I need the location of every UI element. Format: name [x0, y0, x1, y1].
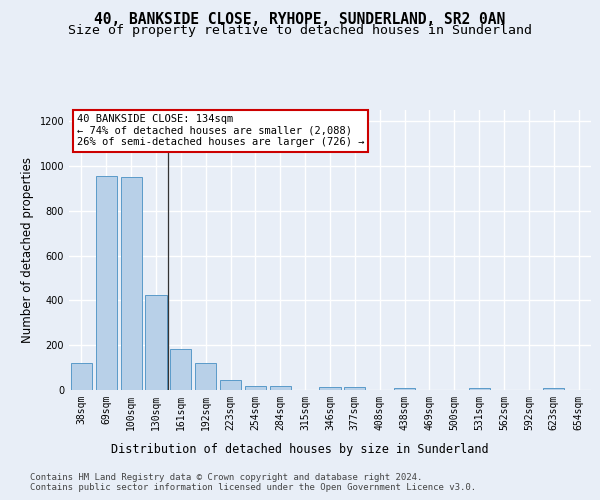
- Bar: [270, 386, 291, 390]
- Text: Size of property relative to detached houses in Sunderland: Size of property relative to detached ho…: [68, 24, 532, 37]
- Bar: [220, 380, 241, 390]
- Text: Contains HM Land Registry data © Crown copyright and database right 2024.
Contai: Contains HM Land Registry data © Crown c…: [30, 472, 476, 492]
- Bar: [245, 386, 266, 390]
- Bar: [121, 177, 142, 390]
- Bar: [96, 176, 117, 390]
- Bar: [145, 295, 167, 390]
- Text: 40, BANKSIDE CLOSE, RYHOPE, SUNDERLAND, SR2 0AN: 40, BANKSIDE CLOSE, RYHOPE, SUNDERLAND, …: [94, 12, 506, 28]
- Bar: [469, 388, 490, 390]
- Bar: [394, 388, 415, 390]
- Text: Distribution of detached houses by size in Sunderland: Distribution of detached houses by size …: [111, 442, 489, 456]
- Bar: [195, 363, 216, 390]
- Bar: [71, 363, 92, 390]
- Text: 40 BANKSIDE CLOSE: 134sqm
← 74% of detached houses are smaller (2,088)
26% of se: 40 BANKSIDE CLOSE: 134sqm ← 74% of detac…: [77, 114, 364, 148]
- Bar: [344, 386, 365, 390]
- Bar: [319, 386, 341, 390]
- Bar: [170, 348, 191, 390]
- Bar: [543, 388, 564, 390]
- Y-axis label: Number of detached properties: Number of detached properties: [21, 157, 34, 343]
